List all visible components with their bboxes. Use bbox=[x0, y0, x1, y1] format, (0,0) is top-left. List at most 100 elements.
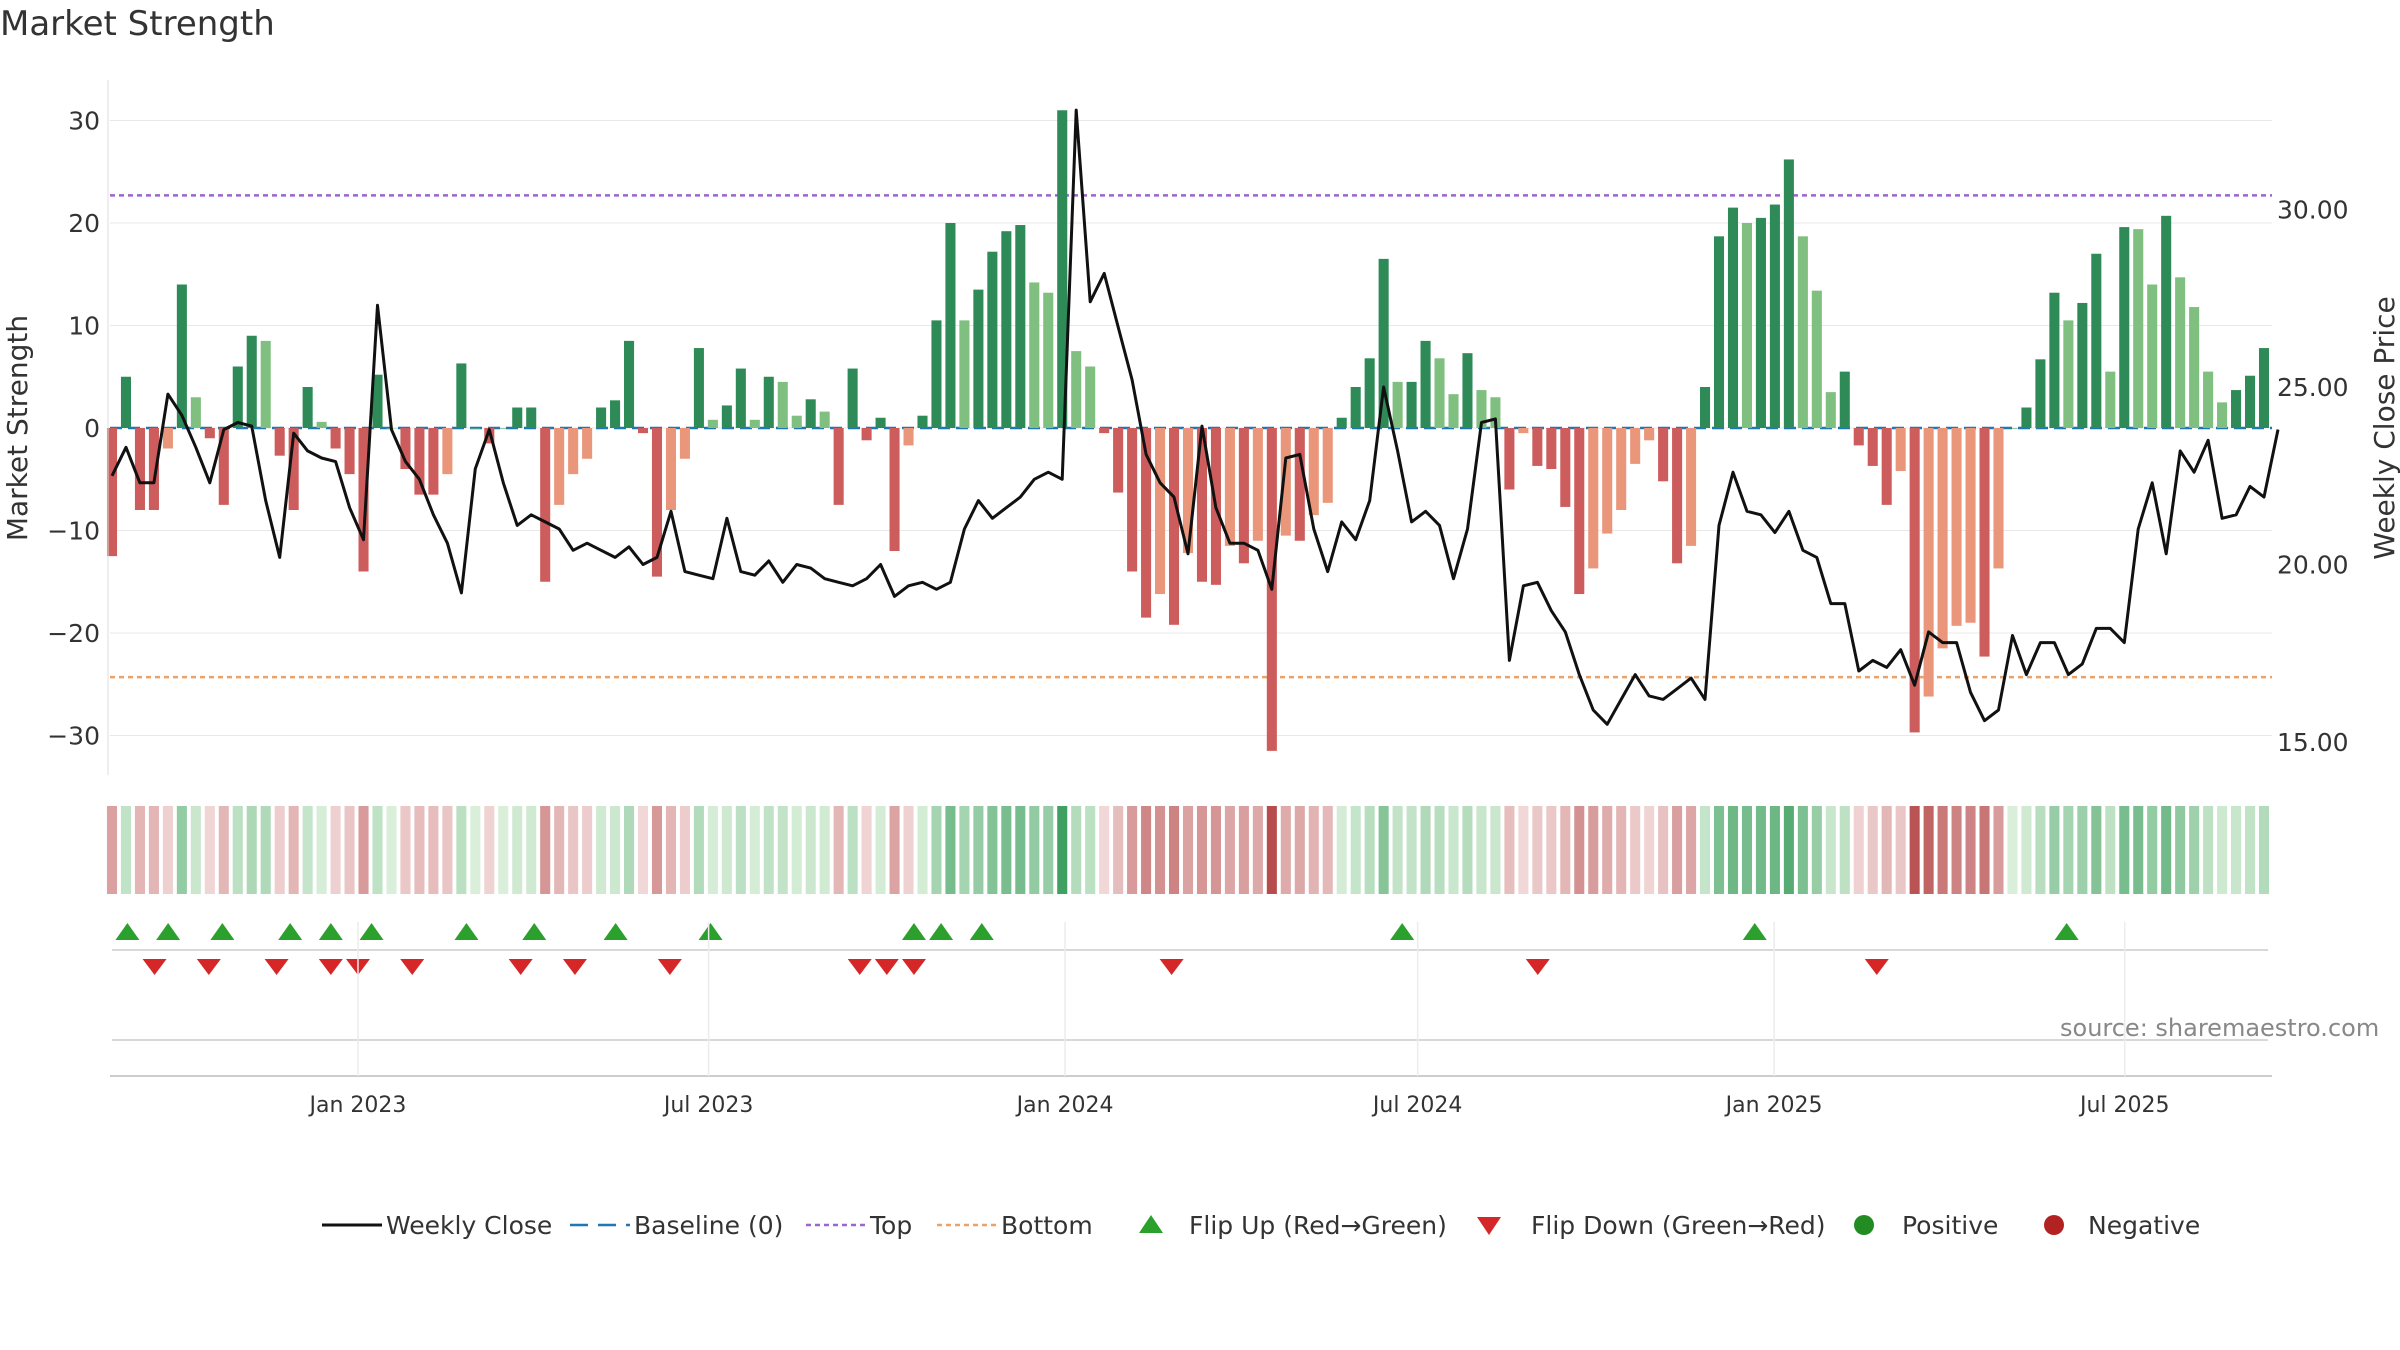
strength-bar bbox=[749, 419, 760, 428]
flip-down-marker bbox=[874, 959, 899, 975]
strength-bar bbox=[1308, 428, 1319, 516]
strength-bar bbox=[1504, 428, 1515, 490]
weekly-close-line bbox=[110, 108, 2280, 726]
strength-bar bbox=[1350, 387, 1361, 428]
heat-cell bbox=[1280, 806, 1291, 894]
strength-bar bbox=[1630, 428, 1641, 464]
heat-cell bbox=[1644, 806, 1655, 894]
strength-bar bbox=[288, 428, 299, 510]
y2-tick-label: 15.00 bbox=[2277, 728, 2349, 757]
heat-cell bbox=[1141, 806, 1152, 894]
strength-bars bbox=[106, 110, 2270, 751]
strength-bar bbox=[442, 428, 453, 475]
legend-item-line-dot-bottom: Bottom bbox=[937, 1211, 1093, 1240]
strength-bar bbox=[959, 320, 970, 428]
heat-cell bbox=[1448, 806, 1459, 894]
strength-bar bbox=[1392, 381, 1403, 428]
strength-bar bbox=[148, 428, 159, 510]
strength-bar bbox=[1993, 428, 2004, 569]
heat-cell bbox=[889, 806, 900, 894]
strength-bar bbox=[1727, 207, 1739, 428]
legend-swatch bbox=[2044, 1215, 2064, 1235]
heat-cell bbox=[1350, 806, 1361, 894]
strength-bar bbox=[2105, 371, 2116, 428]
heat-cell bbox=[1853, 806, 1864, 894]
flip-down-marker bbox=[657, 959, 682, 975]
strength-bar bbox=[330, 428, 341, 449]
heat-cell bbox=[987, 806, 998, 894]
strength-bar bbox=[302, 387, 313, 428]
heat-cell bbox=[1979, 806, 1990, 894]
heat-cell bbox=[791, 806, 802, 894]
heat-cell bbox=[2231, 806, 2242, 894]
heat-cell bbox=[484, 806, 495, 894]
strength-bar bbox=[1518, 428, 1529, 434]
heat-cell bbox=[1085, 806, 1096, 894]
heat-cell bbox=[1155, 806, 1166, 894]
heat-cell bbox=[1713, 806, 1725, 894]
heat-cell bbox=[1881, 806, 1892, 894]
heat-cell bbox=[2091, 806, 2102, 894]
strength-bar bbox=[204, 428, 215, 439]
strength-bar bbox=[428, 428, 439, 495]
heat-cell bbox=[176, 806, 187, 894]
strength-bar bbox=[791, 415, 802, 428]
strength-bar bbox=[721, 405, 732, 428]
flip-down-marker bbox=[318, 959, 343, 975]
heat-cell bbox=[1546, 806, 1557, 894]
strength-bar bbox=[1434, 358, 1445, 428]
legend-label: Flip Up (Red→Green) bbox=[1189, 1211, 1447, 1240]
heat-cell bbox=[456, 806, 467, 894]
chart-title: Market Strength bbox=[0, 4, 275, 44]
heat-cell bbox=[1574, 806, 1585, 894]
strength-bar bbox=[1644, 428, 1655, 441]
heat-cell bbox=[1182, 806, 1194, 894]
heat-cell bbox=[1252, 806, 1263, 894]
heat-cell bbox=[316, 806, 327, 894]
heat-cell bbox=[1700, 806, 1711, 894]
heat-cell bbox=[2077, 806, 2088, 894]
heat-cell bbox=[903, 806, 914, 894]
strength-bar bbox=[1141, 428, 1152, 618]
strength-bar bbox=[693, 348, 704, 428]
heat-cell bbox=[1811, 806, 1822, 894]
strength-bar bbox=[1686, 428, 1697, 546]
flip-up-marker bbox=[210, 923, 235, 940]
heat-cell bbox=[1392, 806, 1403, 894]
flip-down-marker bbox=[1159, 959, 1184, 975]
legend-label: Positive bbox=[1902, 1211, 1998, 1240]
heat-cell bbox=[1420, 806, 1431, 894]
strength-bar bbox=[1043, 292, 1054, 428]
heat-cell bbox=[1518, 806, 1529, 894]
flip-down-marker bbox=[142, 959, 167, 975]
strength-bar bbox=[819, 411, 830, 428]
heat-cell bbox=[2007, 806, 2018, 894]
strength-bar bbox=[1364, 358, 1375, 428]
heat-cell bbox=[679, 806, 690, 894]
heat-cell bbox=[1686, 806, 1697, 894]
heat-cell bbox=[1322, 806, 1333, 894]
y-tick-label: −10 bbox=[47, 517, 100, 546]
strength-bar bbox=[1965, 428, 1976, 623]
heat-cell bbox=[1504, 806, 1515, 894]
heat-cell bbox=[861, 806, 872, 894]
strength-bar bbox=[1336, 417, 1347, 428]
strength-bar bbox=[610, 400, 621, 428]
heat-cell bbox=[917, 806, 928, 894]
heat-cell bbox=[2175, 806, 2186, 894]
strength-bar bbox=[2063, 320, 2074, 428]
flip-up-marker bbox=[603, 923, 628, 940]
strength-bar bbox=[1839, 371, 1850, 428]
heat-cell bbox=[232, 806, 243, 894]
heat-cell bbox=[1001, 806, 1012, 894]
strength-bar bbox=[1001, 231, 1012, 428]
heat-cell bbox=[1210, 806, 1221, 894]
strength-bar bbox=[1853, 428, 1864, 446]
flip-up-marker bbox=[1390, 923, 1415, 940]
heat-cell bbox=[1727, 806, 1739, 894]
legend-swatch bbox=[1854, 1215, 1874, 1235]
heat-cell bbox=[1839, 806, 1850, 894]
strength-bar bbox=[1127, 428, 1138, 572]
strength-bar bbox=[2231, 390, 2242, 428]
